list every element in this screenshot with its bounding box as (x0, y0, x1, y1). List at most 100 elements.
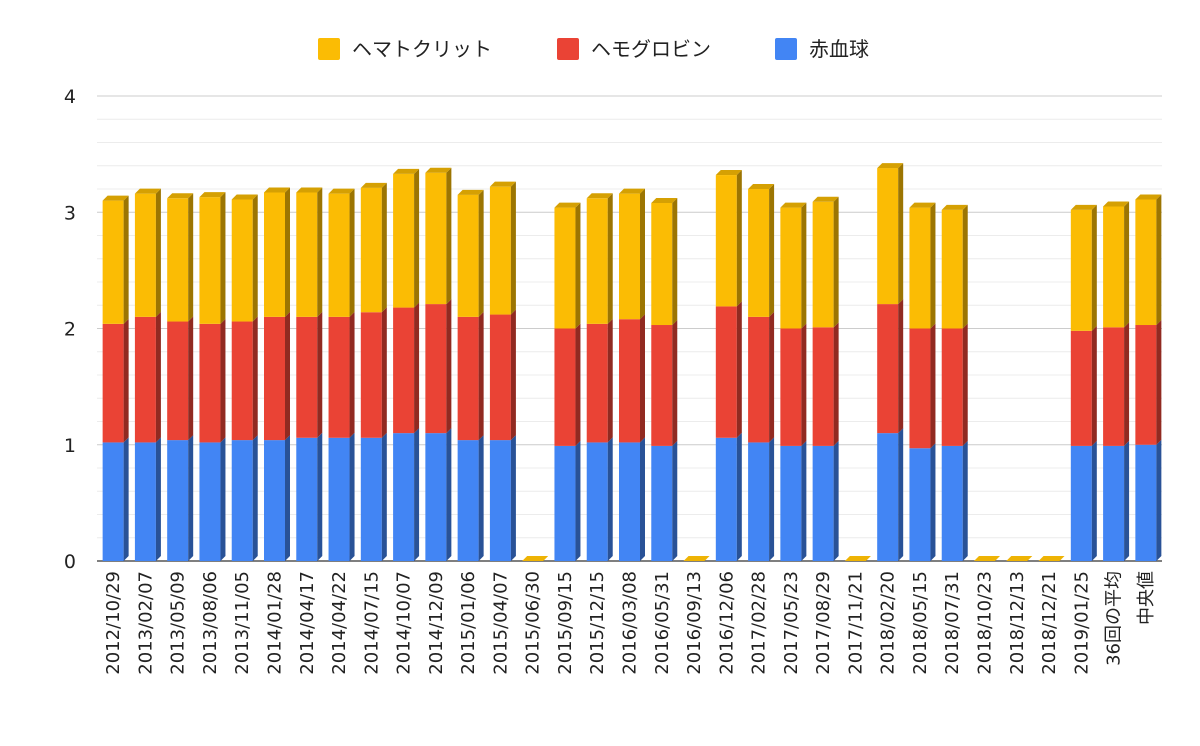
bar-segment (877, 433, 899, 561)
bar-segment-side (930, 323, 936, 449)
bar-segment-side (446, 167, 452, 305)
bar-segment-side (188, 193, 194, 322)
bar-stack (554, 202, 581, 561)
bar-segment (231, 199, 253, 322)
y-tick-label: 0 (64, 551, 76, 573)
bar-stack (683, 556, 710, 561)
x-axis-ticks: 2012/10/29 2013/02/07 2013/05/09 2013/08/06… (103, 571, 1157, 675)
bar-segment-side (381, 307, 387, 438)
bar-segment (360, 187, 382, 313)
bar-top-face (909, 202, 936, 208)
bar-segment-side (769, 184, 775, 317)
bar-segment-side (672, 197, 678, 326)
bar-top-face (134, 188, 161, 194)
x-tick-label: 2018/07/31 (942, 571, 963, 675)
bar-segment (619, 319, 640, 443)
bar-segment-side (446, 428, 452, 561)
bar-stack (393, 168, 420, 561)
bar-segment (199, 442, 221, 561)
bar-segment-side (123, 195, 129, 324)
bar-top-face (619, 188, 645, 194)
bar-segment-side (1156, 194, 1162, 326)
bar-top-face (328, 188, 355, 194)
bar-segment-side (510, 309, 516, 441)
x-tick-label: 2018/02/20 (878, 571, 899, 675)
bar-segment-side (349, 432, 355, 561)
y-tick-label: 3 (64, 202, 76, 224)
bar-segment-side (833, 322, 839, 446)
bar-segment-side (285, 187, 290, 317)
bar-segment (812, 201, 834, 328)
bar-top-face (264, 187, 290, 193)
bar-top-face (457, 189, 484, 195)
bar-segment-side (1156, 439, 1162, 561)
bar-segment-side (155, 437, 161, 561)
bar-segment (102, 442, 124, 561)
bar-segment (1103, 445, 1125, 561)
bar-segment-side (478, 435, 484, 561)
bar-stack (909, 202, 936, 561)
bar-segment-side (220, 437, 226, 561)
bar-segment-side (414, 428, 420, 561)
bar-top-face (748, 184, 775, 189)
bar-segment (780, 445, 802, 561)
bar-segment (877, 168, 899, 305)
x-tick-label: 2014/07/15 (361, 571, 382, 675)
bar-stack (748, 184, 775, 561)
bar-segment-side (349, 311, 355, 438)
x-tick-label: 2016/09/13 (684, 571, 705, 675)
bar-segment (619, 193, 640, 320)
bar-segment (296, 437, 318, 561)
bar-segment (393, 173, 415, 308)
bar-stack (1135, 194, 1162, 561)
x-tick-label: 2019/01/25 (1071, 571, 1092, 675)
bar-stack (586, 193, 613, 561)
bar-segment-side (640, 188, 645, 320)
bar-segment-side (801, 440, 807, 561)
bar-segment (264, 316, 285, 441)
bar-stack (102, 195, 129, 561)
bar-segment-side (769, 437, 775, 561)
bar-stack (844, 556, 871, 561)
bar-top-face (715, 170, 742, 176)
bar-segment (167, 321, 189, 441)
bar-segment (715, 175, 737, 307)
bar-top-face (651, 197, 678, 203)
bar-segment (651, 202, 673, 326)
bar-stack (619, 188, 645, 561)
bar-segment-side (607, 193, 613, 324)
bar-segment (1135, 199, 1157, 326)
bar-segment-side (155, 188, 161, 317)
bar-segment-side (640, 437, 645, 561)
bar-top-face (554, 202, 581, 208)
bar-segment-side (575, 440, 581, 561)
bar-segment-side (510, 181, 516, 315)
x-tick-label: 2017/08/29 (813, 571, 834, 675)
bar-zero-cap (1038, 556, 1065, 561)
x-tick-label: 2014/10/07 (394, 571, 415, 675)
bar-segment-side (220, 318, 226, 443)
x-tick-label: 中央値 (1136, 571, 1157, 625)
legend-swatch (318, 38, 340, 60)
bar-segment (296, 316, 318, 438)
x-tick-label: 2015/12/15 (587, 571, 608, 675)
bar-segment (296, 192, 318, 317)
bar-stack (328, 188, 355, 561)
bar-segment-side (381, 432, 387, 561)
bar-segment (812, 327, 834, 446)
bar-stack (941, 204, 968, 561)
bar-segment (457, 316, 479, 441)
bar-segment-side (833, 196, 839, 328)
bar-segment-side (220, 192, 226, 324)
bar-zero-cap (844, 556, 871, 561)
bar-segment-side (672, 440, 678, 561)
bar-top-face (1070, 204, 1097, 210)
bar-top-face (296, 187, 323, 193)
bar-stack (877, 163, 904, 561)
legend-item: ヘマトクリット (318, 37, 492, 61)
bar-segment-side (833, 440, 839, 561)
y-tick-label: 2 (64, 319, 76, 341)
bar-stack (651, 197, 678, 561)
bar-stack (522, 556, 549, 561)
